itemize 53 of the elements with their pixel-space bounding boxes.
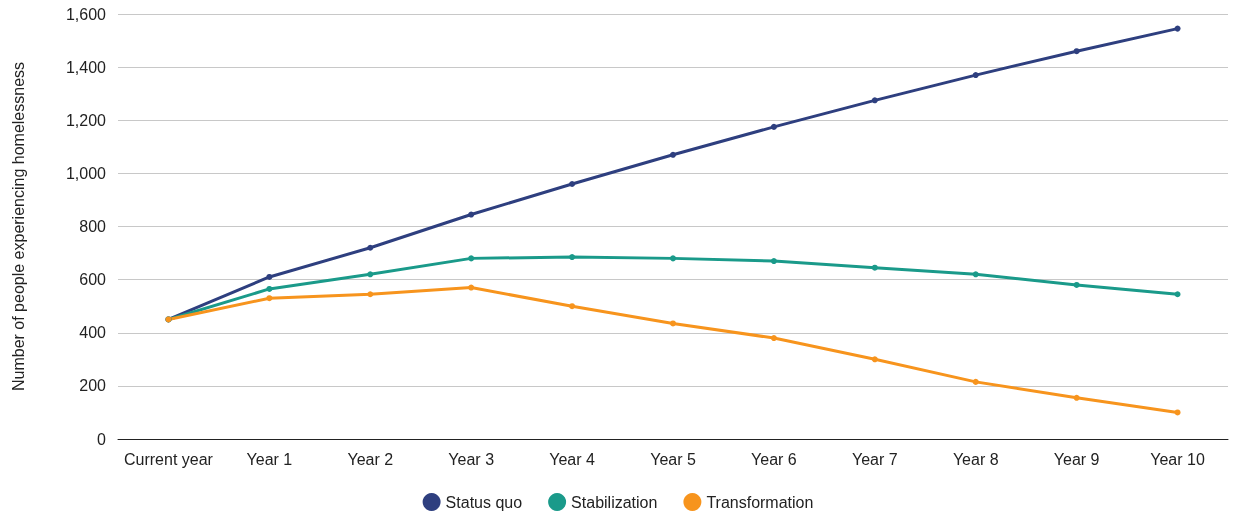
point — [569, 181, 576, 187]
point — [670, 255, 676, 262]
x-tick-label: Current year — [123, 450, 214, 468]
x-tick-label: Year 7 — [851, 450, 898, 468]
point — [871, 97, 878, 104]
y-tick-label: 0 — [97, 430, 107, 448]
y-tick-label: 200 — [79, 377, 107, 395]
x-tick-label: Year 10 — [1150, 450, 1205, 468]
point — [367, 271, 374, 278]
point — [266, 285, 273, 292]
point — [670, 320, 676, 327]
point — [367, 291, 374, 298]
x-tick-label: Year 6 — [751, 450, 797, 468]
point — [266, 273, 273, 280]
point — [1174, 291, 1181, 298]
legend-label: Transformation — [706, 493, 814, 511]
y-tick-label: 1,200 — [65, 111, 107, 129]
legend-label: Status quo — [445, 493, 523, 511]
point — [972, 378, 979, 385]
x-tick-label: Year 8 — [952, 450, 999, 468]
point — [1174, 409, 1181, 416]
x-tick-label: Year 3 — [448, 450, 495, 468]
y-tick-label: 600 — [79, 271, 107, 289]
point — [972, 72, 979, 79]
point — [770, 335, 777, 342]
y-tick-label: 1,600 — [65, 5, 107, 23]
point — [770, 258, 777, 265]
x-tick-label: Year 5 — [650, 450, 696, 468]
point — [266, 295, 273, 302]
y-tick-label: 400 — [79, 324, 107, 342]
y-tick-label: 800 — [79, 218, 107, 235]
point — [770, 123, 777, 130]
y-tick-label: 1,000 — [65, 164, 107, 182]
point — [670, 151, 676, 158]
x-tick-label: Year 2 — [347, 450, 394, 468]
point — [569, 254, 576, 261]
y-tick-label: 1,400 — [65, 58, 107, 76]
point — [871, 264, 878, 271]
point — [468, 284, 475, 291]
point — [972, 271, 979, 278]
point — [1073, 281, 1080, 288]
point — [468, 255, 475, 262]
x-tick-label: Year 1 — [246, 450, 293, 468]
legend-label: Stabilization — [571, 493, 658, 511]
point — [871, 356, 878, 363]
x-tick-label: Year 9 — [1053, 450, 1100, 468]
y-axis-title: Number of people experiencing homelessness — [9, 61, 27, 392]
point — [468, 211, 475, 218]
point — [367, 244, 374, 251]
point — [1073, 394, 1080, 401]
point — [569, 303, 576, 310]
x-tick-label: Year 4 — [549, 450, 596, 468]
point — [1073, 48, 1080, 55]
